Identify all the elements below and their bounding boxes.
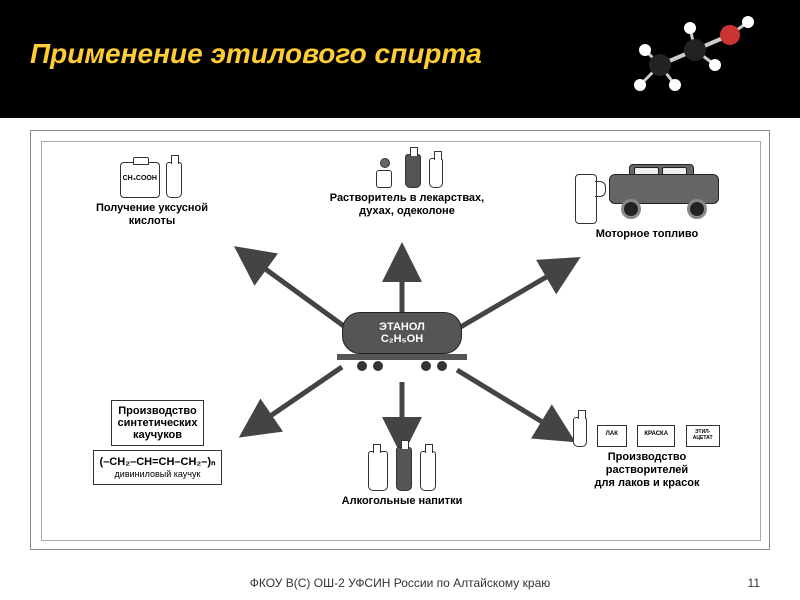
rubber-label-frame: Производствосинтетическихкаучуков (111, 400, 205, 446)
applications-diagram: ЭТАНОЛ C₂H₅OH CH₃COOH Получение уксусной… (41, 141, 761, 541)
node-solvent-medicine: Растворитель в лекарствах,духах, одеколо… (307, 154, 507, 218)
lacquer-can-icon: ЛАК (597, 425, 627, 447)
paints-label: Производстворастворителейдля лаков и кра… (547, 451, 747, 491)
vinegar-bottle-icon (166, 162, 182, 198)
liquor-bottle-icon (420, 451, 436, 491)
beer-bottle-icon (368, 451, 388, 491)
node-rubber: Производствосинтетическихкаучуков (–CH₂–… (60, 400, 255, 485)
tank-formula: C₂H₅OH (381, 333, 423, 345)
ethanol-molecule-icon (620, 10, 770, 100)
fuel-label: Моторное топливо (542, 228, 752, 241)
page-number: 11 (748, 576, 760, 590)
acetic-jug-icon: CH₃COOH (120, 162, 160, 198)
paints-icons: ЛАК КРАСКА ЭТИЛ-АЦЕТАТ (547, 417, 747, 447)
tank-body: ЭТАНОЛ C₂H₅OH (342, 312, 462, 354)
ethylacetate-can-icon: ЭТИЛ-АЦЕТАТ (686, 425, 720, 447)
acetic-label: Получение уксуснойкислоты (72, 202, 232, 228)
node-drinks: Алкогольные напитки (312, 447, 492, 508)
tank-wheels (332, 358, 472, 376)
drinks-label: Алкогольные напитки (312, 495, 492, 508)
diagram-outer-frame: ЭТАНОЛ C₂H₅OH CH₃COOH Получение уксусной… (30, 130, 770, 550)
perfume-icon (372, 158, 396, 188)
solvent-icons (307, 154, 507, 188)
rubber-formula-frame: (–CH₂–CH=CH–CH₂–)ₙ дивиниловый каучук (93, 450, 223, 485)
tank-name: ЭТАНОЛ (379, 321, 425, 333)
footer-text: ФКОУ В(С) ОШ-2 УФСИН России по Алтайском… (0, 576, 800, 590)
slide-header: Применение этилового спирта (0, 0, 800, 118)
lacquer-bottle-icon (573, 417, 587, 447)
node-motor-fuel: Моторное топливо (542, 164, 752, 241)
cologne-bottle-icon (429, 158, 443, 188)
wine-bottle-icon (396, 447, 412, 491)
car-icon (609, 164, 719, 219)
drinks-icons (312, 447, 492, 491)
rubber-formula-sub: дивиниловый каучук (115, 469, 201, 479)
center-ethanol-tank: ЭТАНОЛ C₂H₅OH (332, 312, 472, 382)
rubber-formula: (–CH₂–CH=CH–CH₂–)ₙ (100, 456, 216, 468)
fuel-pump-icon (575, 174, 597, 224)
solvent-label: Растворитель в лекарствах,духах, одеколо… (307, 192, 507, 218)
node-acetic-acid: CH₃COOH Получение уксуснойкислоты (72, 162, 232, 228)
fuel-icons (542, 164, 752, 224)
acetic-icons: CH₃COOH (72, 162, 232, 198)
paint-can-icon: КРАСКА (637, 425, 675, 447)
medicine-bottle-icon (405, 154, 421, 188)
node-paints: ЛАК КРАСКА ЭТИЛ-АЦЕТАТ Производствораств… (547, 417, 747, 491)
